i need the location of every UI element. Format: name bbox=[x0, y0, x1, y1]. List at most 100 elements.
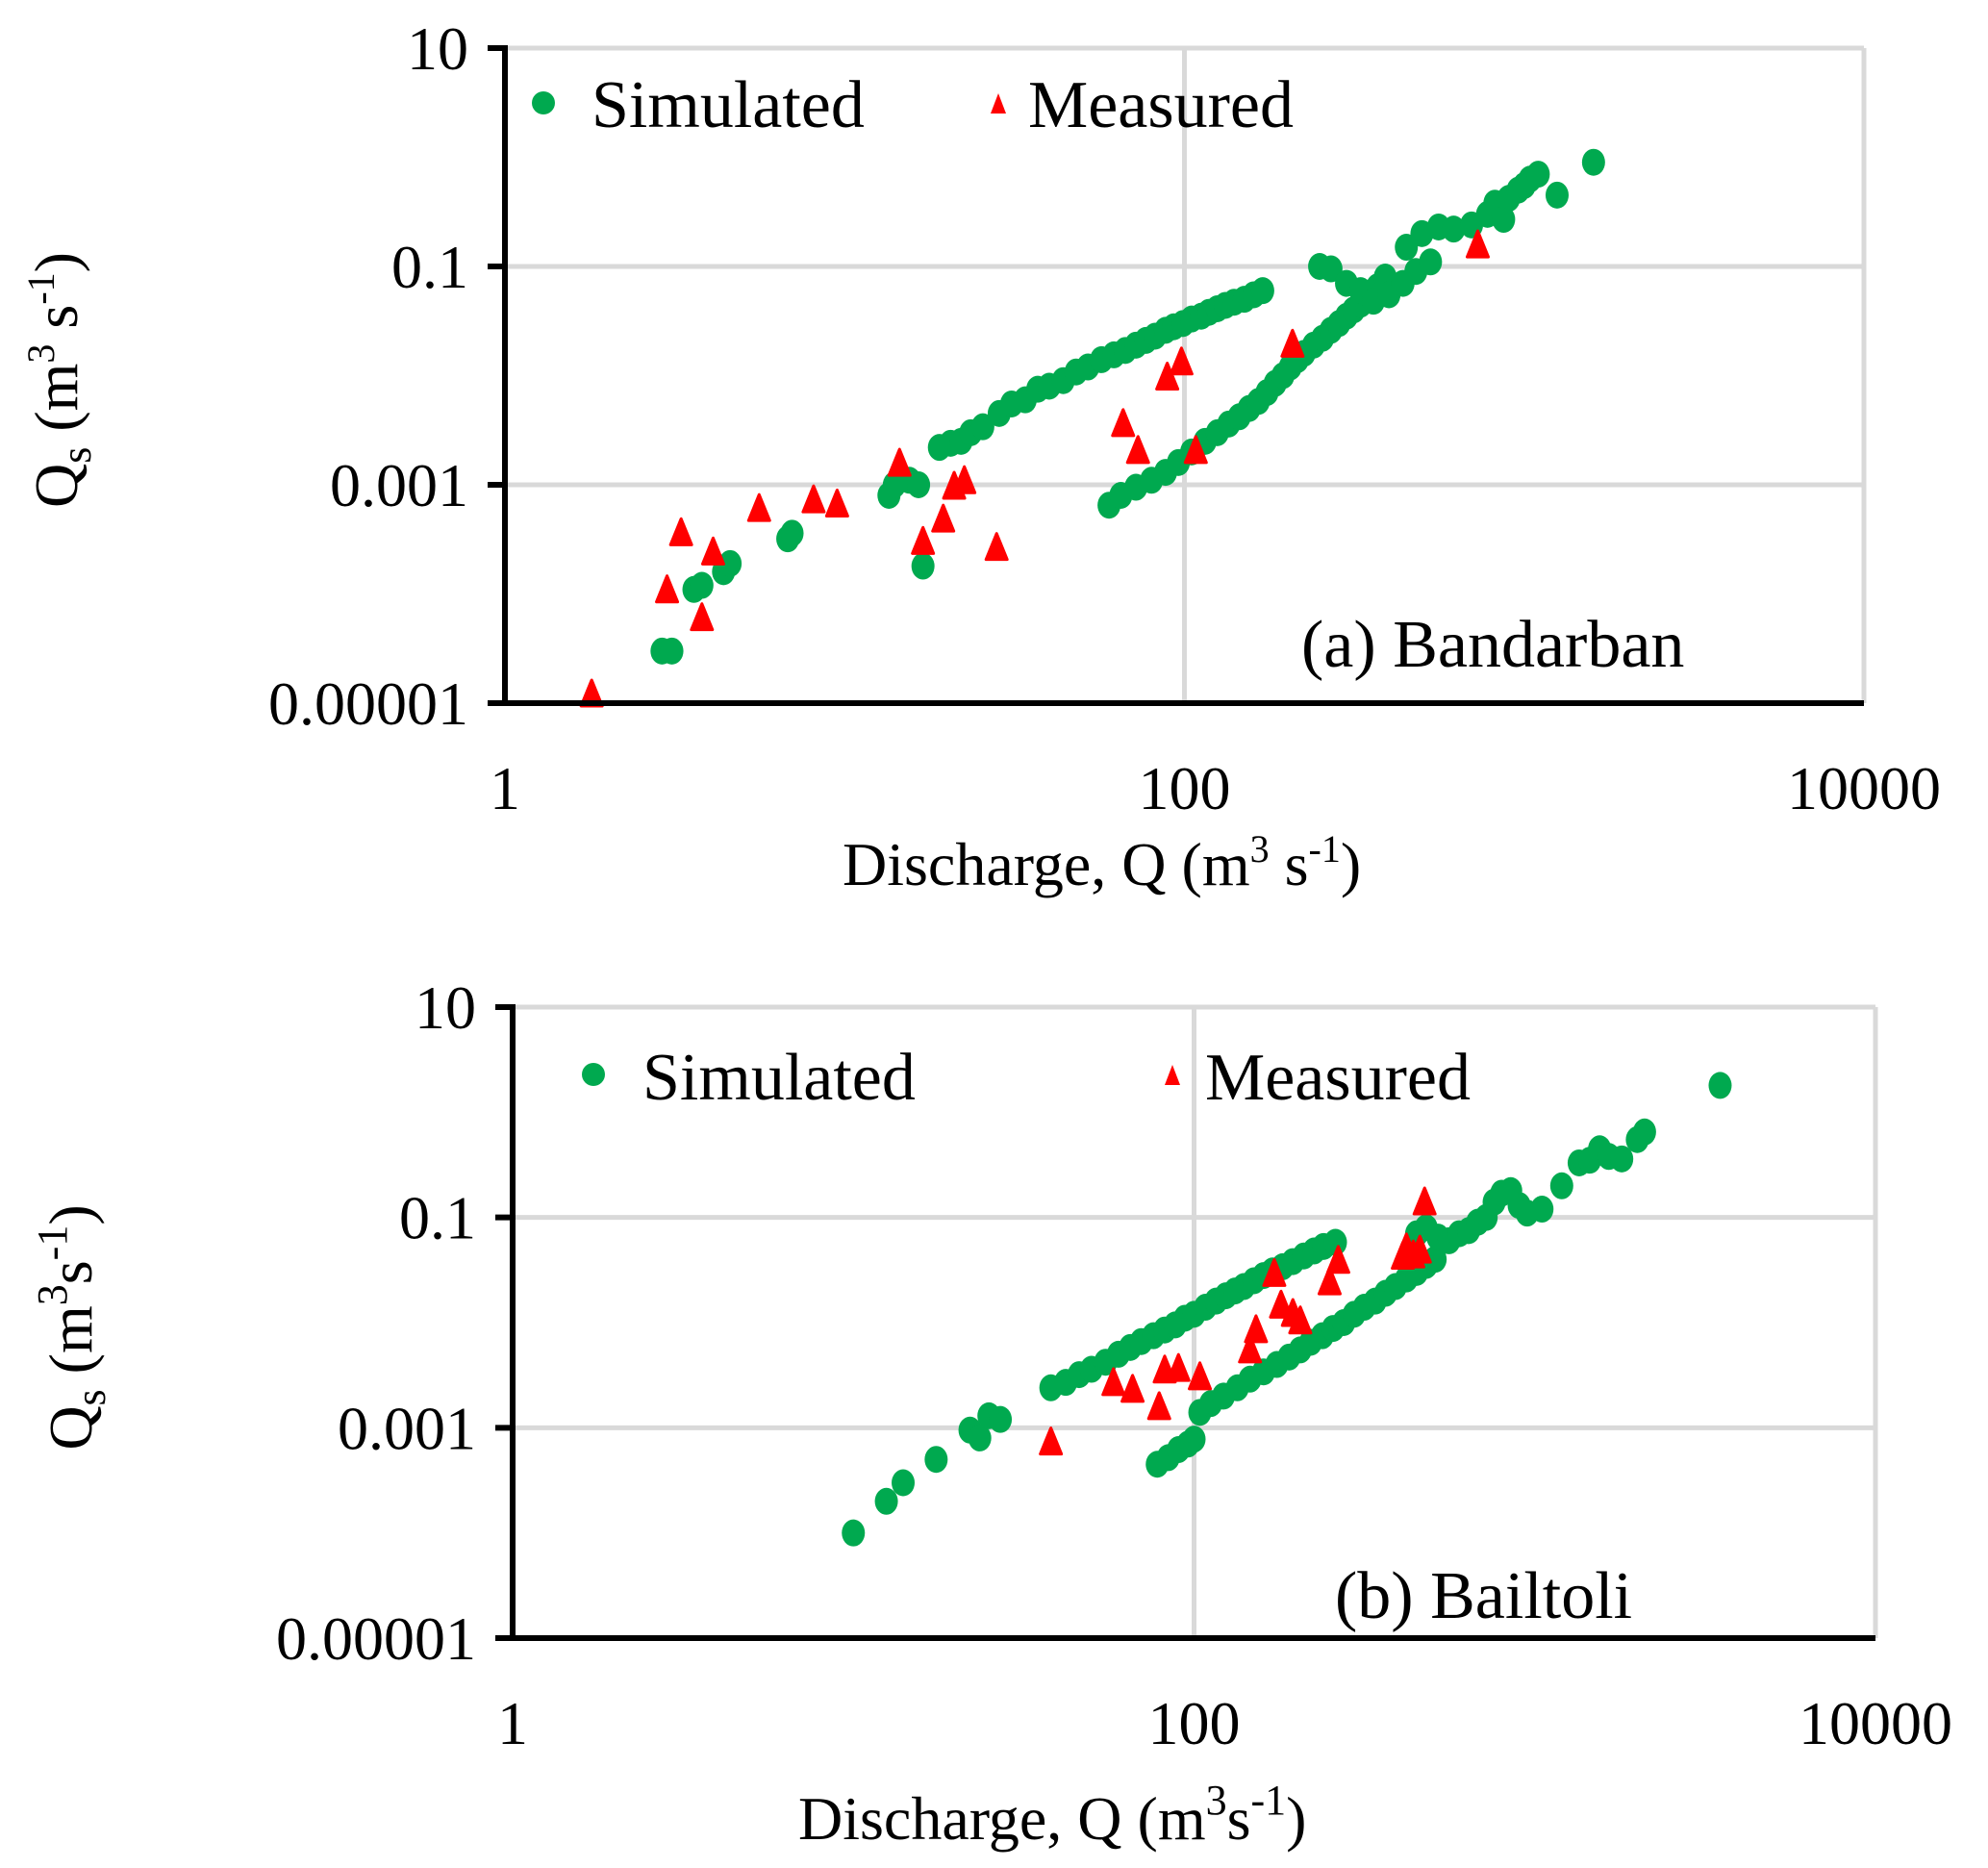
y-tick-label: 0.1 bbox=[399, 1184, 476, 1252]
simulated-point bbox=[660, 637, 684, 665]
panel-b-y-axis-title: Qs (m3s-1) bbox=[29, 1204, 114, 1450]
simulated-point bbox=[989, 1405, 1013, 1433]
measured-point bbox=[655, 574, 680, 604]
legend-measured-label: Measured bbox=[1205, 1041, 1471, 1115]
panel-a-y-tick-labels: 10 0.1 0.001 0.00001 bbox=[268, 14, 468, 738]
panel-a-y-axis-title: Qs (m3 s-1) bbox=[19, 252, 100, 508]
measured-point bbox=[1244, 1314, 1269, 1344]
panel-b-x-axis-title: Discharge, Q (m3s-1) bbox=[798, 1777, 1306, 1853]
y-tick-label: 10 bbox=[415, 973, 476, 1042]
panel-a-annotation: (a) Bandarban bbox=[1301, 608, 1684, 682]
panel-b-annotation: (b) Bailtoli bbox=[1335, 1559, 1632, 1633]
measured-point bbox=[1039, 1426, 1064, 1456]
y-tick-label: 0.001 bbox=[330, 451, 468, 519]
measured-point bbox=[746, 492, 771, 522]
legend-simulated-marker bbox=[532, 91, 555, 114]
simulated-point bbox=[1319, 255, 1343, 283]
x-tick-label: 10000 bbox=[1799, 1689, 1952, 1757]
measured-point bbox=[1183, 435, 1208, 465]
panel-b-bailtoli: 10 0.1 0.001 0.00001 1 100 10000 Simulated Me… bbox=[29, 973, 1952, 1853]
measured-point bbox=[1317, 1266, 1342, 1296]
panel-b-axes bbox=[495, 1004, 1875, 1641]
measured-point bbox=[887, 447, 912, 477]
simulated-point bbox=[1250, 277, 1274, 305]
measured-point bbox=[1325, 1245, 1350, 1275]
simulated-point bbox=[780, 519, 804, 547]
measured-point bbox=[824, 488, 849, 517]
simulated-point bbox=[874, 1487, 898, 1515]
measured-point bbox=[1465, 229, 1490, 259]
measured-point bbox=[1412, 1186, 1437, 1216]
measured-point bbox=[1280, 328, 1305, 358]
panel-a-x-tick-labels: 1 100 10000 bbox=[490, 754, 1941, 822]
panel-a-simulated-points bbox=[650, 148, 1605, 665]
x-tick-label: 10000 bbox=[1787, 754, 1941, 822]
measured-point bbox=[911, 525, 936, 555]
measured-point bbox=[1125, 435, 1150, 465]
simulated-point bbox=[1323, 1228, 1347, 1256]
simulated-point bbox=[1545, 181, 1569, 209]
simulated-point bbox=[1708, 1072, 1732, 1099]
simulated-point bbox=[911, 552, 935, 580]
legend-simulated-marker bbox=[582, 1063, 605, 1086]
measured-point bbox=[1407, 1234, 1432, 1264]
panel-a-measured-points bbox=[579, 229, 1490, 708]
simulated-point bbox=[968, 1424, 992, 1451]
legend-simulated-label: Simulated bbox=[591, 68, 865, 142]
measured-point bbox=[1146, 1391, 1171, 1421]
simulated-point bbox=[690, 571, 714, 599]
measured-point bbox=[801, 484, 826, 514]
simulated-point bbox=[1581, 148, 1605, 176]
y-tick-label: 0.00001 bbox=[268, 669, 468, 738]
measured-point bbox=[1269, 1289, 1294, 1319]
simulated-point bbox=[970, 413, 994, 441]
x-tick-label: 1 bbox=[497, 1689, 528, 1757]
simulated-point bbox=[1526, 161, 1550, 189]
measured-point bbox=[1120, 1374, 1145, 1403]
simulated-point bbox=[1423, 1246, 1447, 1274]
panel-b-x-tick-labels: 1 100 10000 bbox=[497, 1689, 1952, 1757]
legend-measured-marker bbox=[1165, 1065, 1180, 1085]
measured-point bbox=[1288, 1305, 1313, 1335]
simulated-point bbox=[892, 1469, 916, 1497]
measured-point bbox=[690, 602, 715, 632]
simulated-point bbox=[1492, 206, 1516, 234]
simulated-point bbox=[907, 471, 931, 498]
measured-point bbox=[700, 536, 725, 566]
measured-point bbox=[1166, 1352, 1191, 1382]
panel-b-legend: Simulated Measured bbox=[582, 1041, 1471, 1115]
legend-simulated-label: Simulated bbox=[642, 1041, 916, 1115]
x-tick-label: 100 bbox=[1148, 1689, 1241, 1757]
y-tick-label: 0.1 bbox=[391, 233, 468, 301]
panel-a-bandarban: 10 0.1 0.001 0.00001 1 100 10000 Simulated Me… bbox=[19, 14, 1941, 898]
y-tick-label: 10 bbox=[407, 14, 468, 83]
measured-point bbox=[931, 503, 956, 533]
measured-point bbox=[984, 532, 1009, 562]
measured-point bbox=[1169, 346, 1194, 376]
measured-point bbox=[1262, 1257, 1287, 1287]
y-tick-label: 0.001 bbox=[338, 1394, 476, 1462]
measured-point bbox=[1188, 1361, 1213, 1391]
panel-b-y-tick-labels: 10 0.1 0.001 0.00001 bbox=[276, 973, 476, 1673]
simulated-point bbox=[924, 1446, 948, 1474]
measured-point bbox=[668, 517, 693, 546]
simulated-point bbox=[1182, 1426, 1206, 1453]
y-tick-label: 0.00001 bbox=[276, 1604, 476, 1673]
simulated-point bbox=[718, 549, 742, 577]
measured-point bbox=[1111, 408, 1136, 438]
x-tick-label: 100 bbox=[1139, 754, 1231, 822]
panel-b-measured-points bbox=[1039, 1186, 1437, 1456]
measured-point bbox=[1155, 361, 1180, 391]
legend-measured-label: Measured bbox=[1028, 68, 1294, 142]
simulated-point bbox=[1442, 215, 1466, 243]
measured-point bbox=[1101, 1367, 1126, 1397]
simulated-point bbox=[1419, 248, 1443, 276]
panel-a-gridlines bbox=[505, 45, 1867, 703]
panel-a-x-axis-title: Discharge, Q (m3 s-1) bbox=[843, 827, 1361, 898]
panel-a-legend: Simulated Measured bbox=[532, 68, 1294, 142]
measured-point bbox=[952, 465, 977, 494]
panel-a-axes bbox=[488, 45, 1864, 706]
simulated-point bbox=[1632, 1118, 1656, 1146]
simulated-point bbox=[1530, 1196, 1554, 1224]
